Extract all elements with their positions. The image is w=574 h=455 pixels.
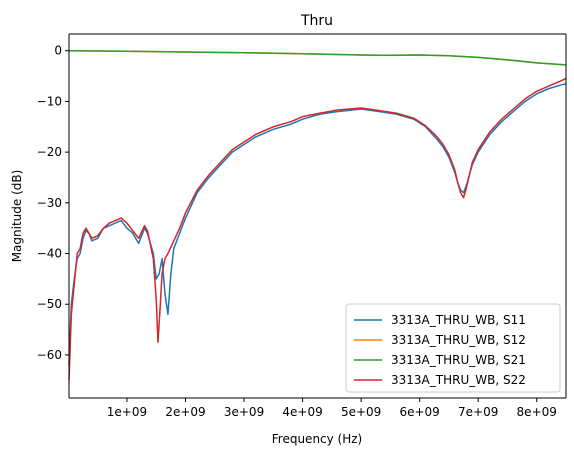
legend-label: 3313A_THRU_WB, S22	[391, 373, 526, 387]
x-tick-label: 3e+09	[224, 405, 264, 419]
y-tick-label: 0	[54, 44, 62, 58]
x-tick-label: 2e+09	[165, 405, 205, 419]
y-tick-label: −10	[37, 94, 62, 108]
y-tick-label: −30	[37, 196, 62, 210]
axes-frame	[68, 33, 567, 399]
x-tick-label: 4e+09	[282, 405, 322, 419]
series-layer	[68, 49, 567, 381]
legend-box	[345, 303, 561, 393]
chart-title: Thru	[300, 13, 333, 29]
legend-label: 3313A_THRU_WB, S21	[391, 353, 526, 367]
x-tick-label: 8e+09	[517, 405, 557, 419]
series-line-s22	[68, 77, 567, 381]
legend: 3313A_THRU_WB, S11 3313A_THRU_WB, S12 3313…	[345, 303, 561, 393]
x-tick-label: 6e+09	[399, 405, 439, 419]
y-axis-label: Magnitude (dB)	[10, 170, 24, 263]
y-tick-label: −60	[37, 348, 62, 362]
x-ticks: 1e+09 2e+09 3e+09 4e+09 5e+09 6e+09 7e+09 8e+09	[107, 398, 557, 419]
x-tick-label: 5e+09	[341, 405, 381, 419]
series-line-s21	[68, 49, 567, 66]
legend-label: 3313A_THRU_WB, S12	[391, 333, 526, 347]
y-tick-label: −40	[37, 247, 62, 261]
legend-label: 3313A_THRU_WB, S11	[391, 313, 526, 327]
x-axis-label: Frequency (Hz)	[272, 432, 363, 446]
x-tick-label: 1e+09	[107, 405, 147, 419]
y-tick-label: −50	[37, 297, 62, 311]
y-ticks: 0 −10 −20 −30 −40 −50 −60	[37, 44, 69, 362]
y-tick-label: −20	[37, 145, 62, 159]
x-tick-label: 7e+09	[458, 405, 498, 419]
